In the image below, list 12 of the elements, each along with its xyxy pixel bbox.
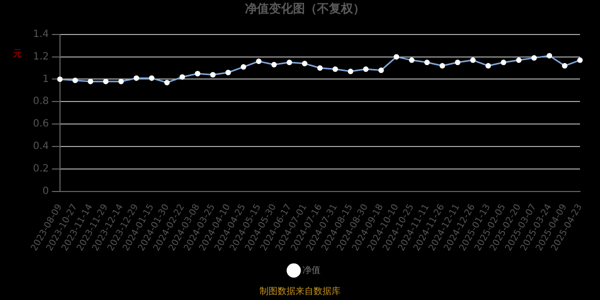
y-tick-label: 0.6 [32,118,49,130]
y-tick-label: 0 [42,186,49,197]
y-tick-label: 1.4 [32,28,49,40]
y-axis-title: 元 [13,48,22,60]
y-tick-label: 0.8 [32,96,49,108]
chart-title: 净值变化图（不复权） [245,1,365,16]
y-tick-label: 0.2 [32,163,49,174]
legend-label: 净值 [302,264,320,276]
text: 制图数据来自数据库 [258,286,342,298]
y-tick-label: 1.2 [32,51,49,62]
y-tick-label: 1 [42,74,49,85]
y-tick-label: 0.4 [32,141,49,152]
